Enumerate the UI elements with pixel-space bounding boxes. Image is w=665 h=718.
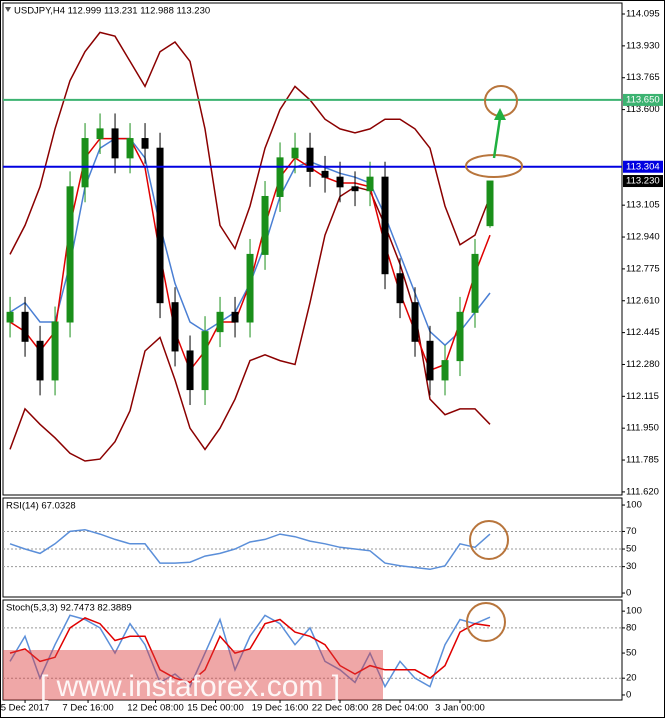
x-tick-label: 22 Dec 08:00 [312,703,369,714]
y-tick-label: 113.930 [626,40,660,51]
y-tick-label: 111.950 [626,423,659,434]
y-tick-label: 111.785 [626,455,659,466]
candle-body [66,186,74,323]
candle-body [306,147,314,172]
y-tick-label: 100 [626,500,642,511]
candle-body [321,170,329,178]
candle-body [201,331,209,391]
y-tick-label: 113.105 [626,200,660,211]
x-tick-label: 28 Dec 04:00 [372,703,429,714]
price-box [623,160,663,173]
candle-body [351,186,359,192]
candle-body [21,311,29,342]
circle [469,520,509,560]
price-label: 113.304 [626,161,660,172]
indicator-line [9,528,491,571]
candle-body [81,138,89,188]
arrow-head [494,108,506,120]
y-tick-label: 112.280 [626,359,660,370]
indicator-line [9,614,491,689]
candle-body [6,311,14,323]
candle-body [381,176,389,275]
y-tick-label: 20 [626,673,637,684]
layer: USDJPY,H4 112.999 113.231 112.988 113.23… [1,6,663,714]
panel-title: RSI(14) 67.0328 [6,501,76,512]
x-tick-label: 19 Dec 16:00 [252,703,309,714]
indicator-line [9,31,491,255]
x-tick-label: 15 Dec 00:00 [187,703,244,714]
x-tick-label: 7 Dec 16:00 [62,703,113,714]
y-tick-label: 112.115 [626,391,659,402]
x-tick-label: 12 Dec 08:00 [127,703,184,714]
y-tick-label: 50 [626,544,637,555]
y-tick-label: 111.620 [626,486,659,497]
candle-body [426,340,434,381]
indicator-line [9,185,491,462]
y-tick-label: 100 [626,606,642,617]
candle-body [276,157,284,197]
price-box [623,93,663,106]
price-label: 113.230 [626,176,660,187]
candle-body [366,176,374,192]
watermark-box [3,650,383,700]
arrow [492,117,502,159]
rsi-panel [2,497,623,598]
candle-body [186,350,194,391]
y-tick-label: 50 [626,648,637,659]
candle-body [396,273,404,304]
candle-body [96,128,104,140]
x-tick-label: 5 Dec 2017 [1,703,50,714]
y-tick-label: 112.610 [626,295,660,306]
y-tick-label: 30 [626,561,637,572]
candle-body [231,311,239,323]
y-tick-label: 112.775 [626,263,660,274]
candle-body [411,302,419,342]
y-tick-label: 70 [626,526,637,537]
y-tick-label: 80 [626,622,637,633]
annotations [465,85,523,642]
candle-body [216,311,224,333]
x-tick-label: 3 Jan 00:00 [435,703,485,714]
indicator-line [9,617,491,684]
y-tick-label: 112.940 [626,232,660,243]
y-tick-label: 114.095 [626,9,660,20]
panel-title: USDJPY,H4 112.999 113.231 112.988 113.23… [14,6,210,17]
watermark: [ www.instaforex.com ] [40,670,340,703]
candle-body [486,180,494,227]
stoch-panel [2,599,623,701]
candle-body [111,128,119,159]
candle-body [156,147,164,304]
price-box [623,175,663,188]
y-tick-label: 112.445 [626,327,660,338]
candle-body [456,311,464,362]
circle [466,602,506,642]
candle-body [291,147,299,159]
candle-body [36,340,44,381]
y-tick-label: 113.765 [626,72,660,83]
main-panel [2,2,623,496]
panel-title: Stoch(5,3,3) 92.7473 82.3889 [6,603,132,614]
candle-body [441,360,449,381]
candle-body [261,195,269,255]
y-tick-label: 0 [626,588,631,599]
candle-body [126,138,134,159]
candle-body [141,138,149,149]
candle-body [336,176,344,188]
price-label: 113.650 [626,94,660,105]
candle-body [171,302,179,352]
y-tick-label: 113.600 [626,104,660,115]
candle-body [51,321,59,381]
y-tick-label: 0 [626,689,631,700]
candle-body [471,253,479,313]
symbol-icon [5,7,11,12]
candle-body [246,253,254,323]
